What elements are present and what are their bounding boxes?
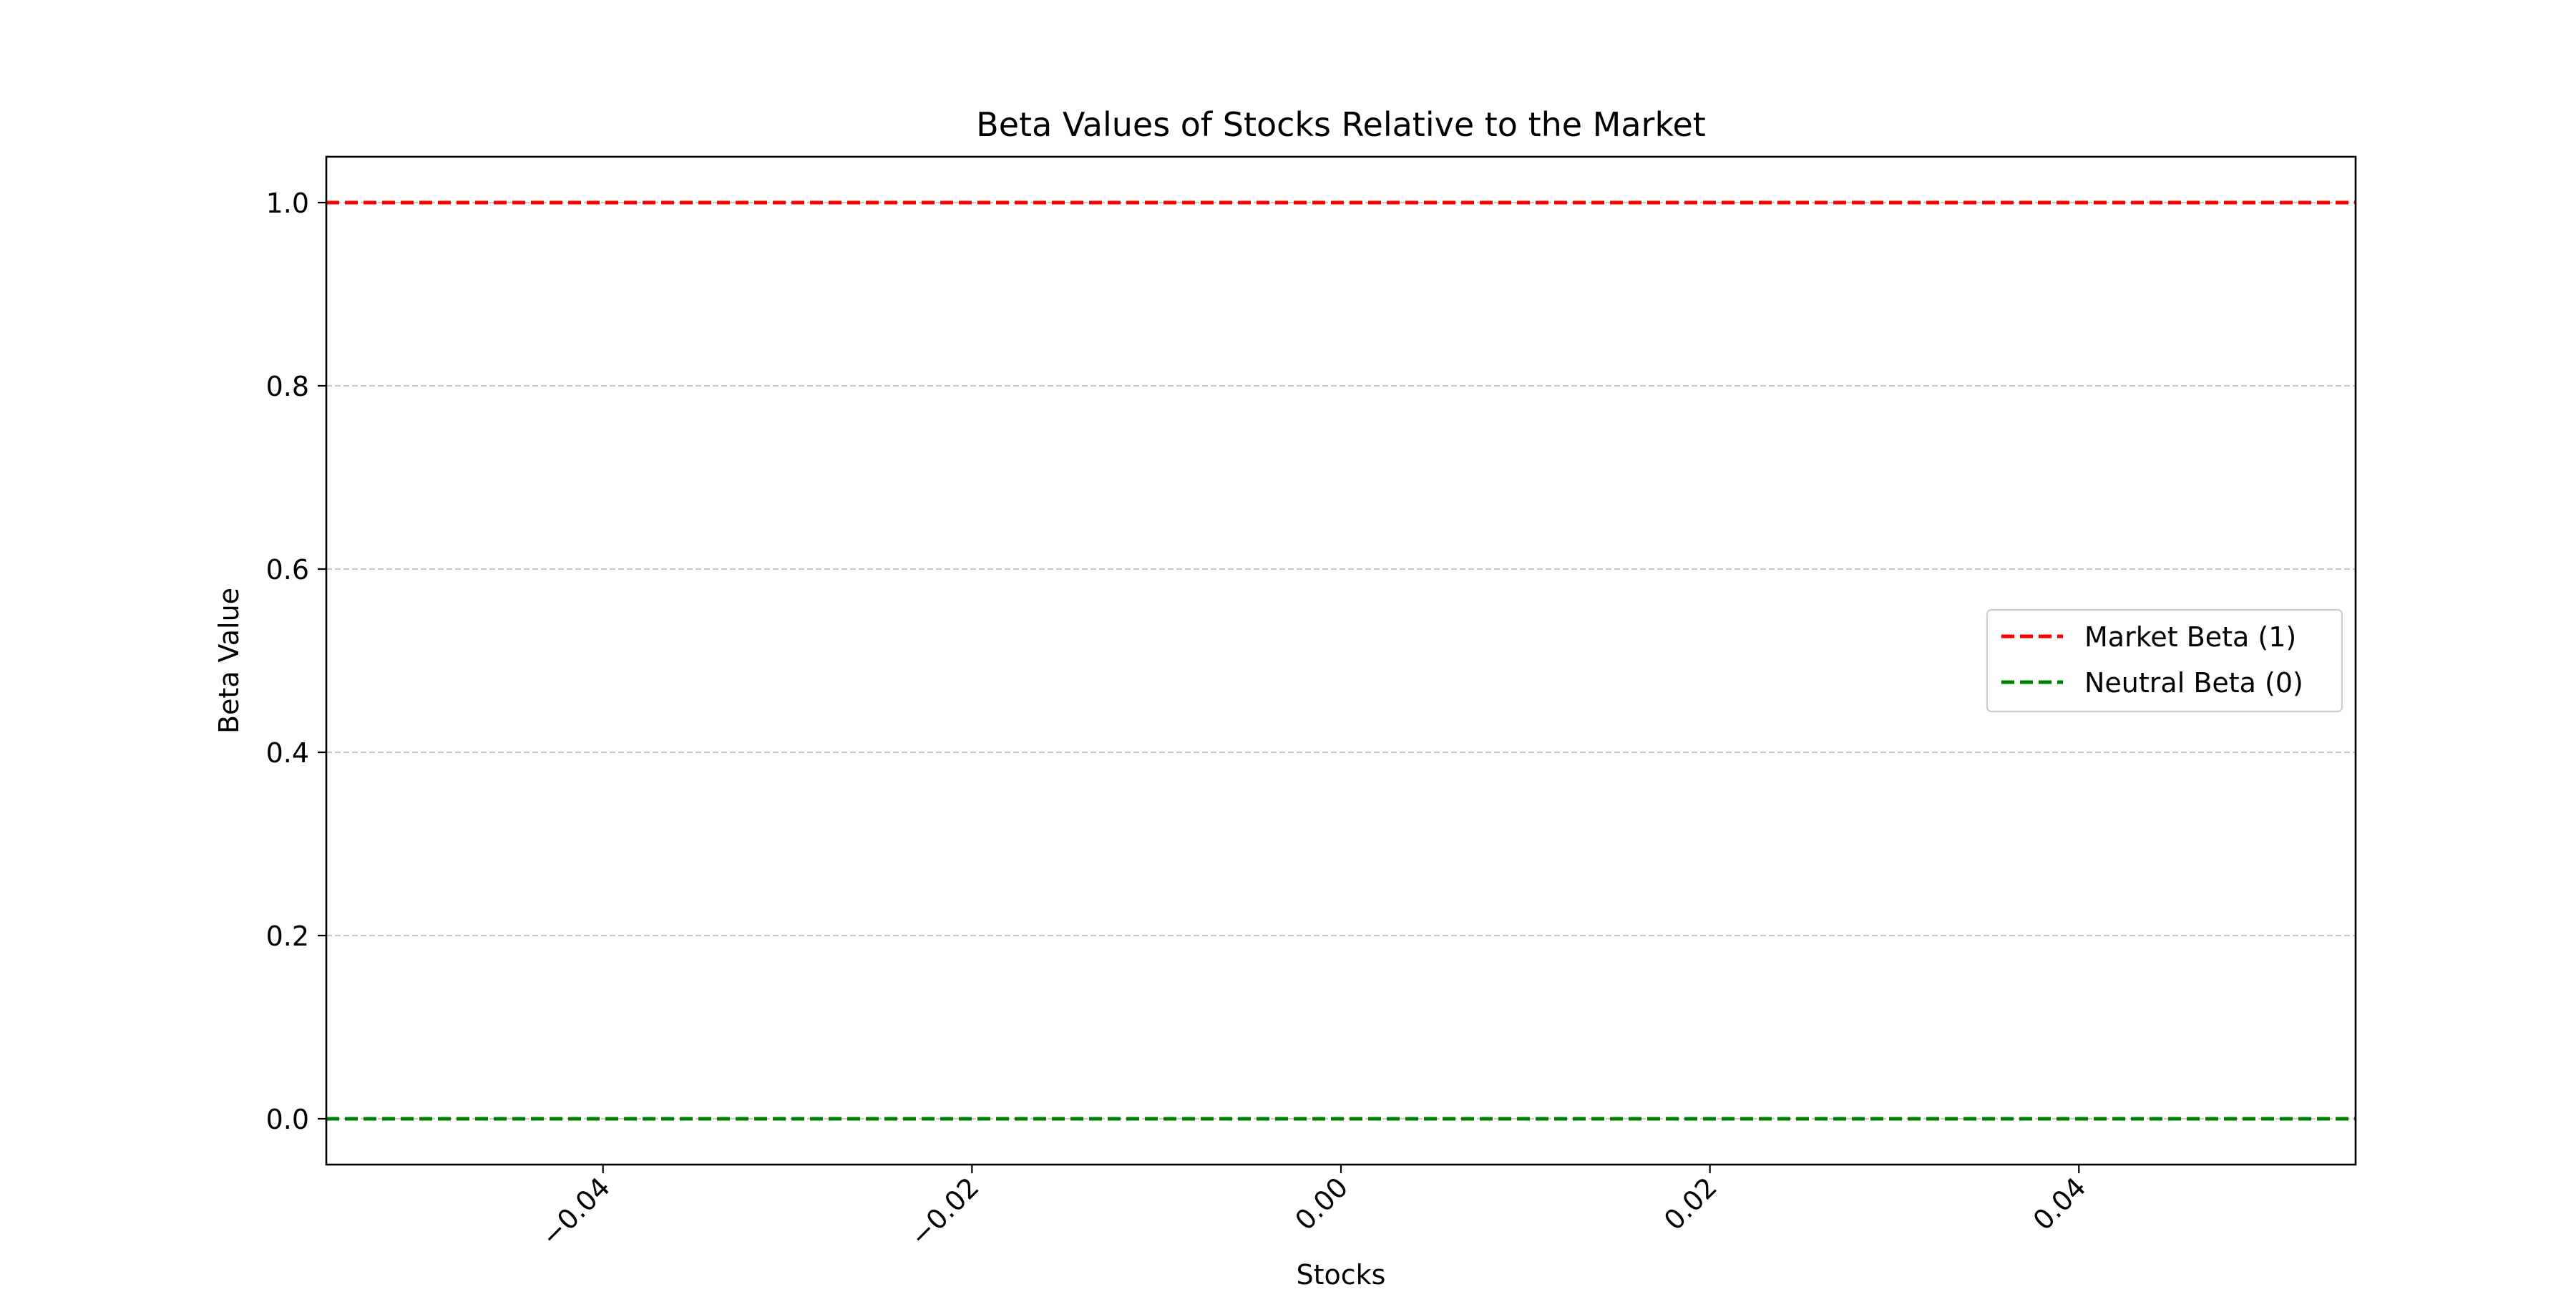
legend: Market Beta (1) Neutral Beta (0) bbox=[1986, 608, 2343, 713]
legend-label: Market Beta (1) bbox=[2084, 621, 2296, 653]
y-tick-label: 0.4 bbox=[266, 737, 309, 769]
chart-title: Beta Values of Stocks Relative to the Ma… bbox=[976, 105, 1706, 144]
y-tick-label: 0.2 bbox=[266, 921, 309, 952]
y-tick-label: 0.6 bbox=[266, 554, 309, 586]
y-tick-label: 0.0 bbox=[266, 1104, 309, 1135]
y-tick-label: 1.0 bbox=[266, 188, 309, 219]
y-axis-label: Beta Value bbox=[213, 588, 245, 734]
x-axis-label: Stocks bbox=[1297, 1259, 1386, 1288]
legend-label: Neutral Beta (0) bbox=[2084, 667, 2303, 699]
legend-frame bbox=[1986, 608, 2343, 713]
y-tick-label: 0.8 bbox=[266, 371, 309, 402]
